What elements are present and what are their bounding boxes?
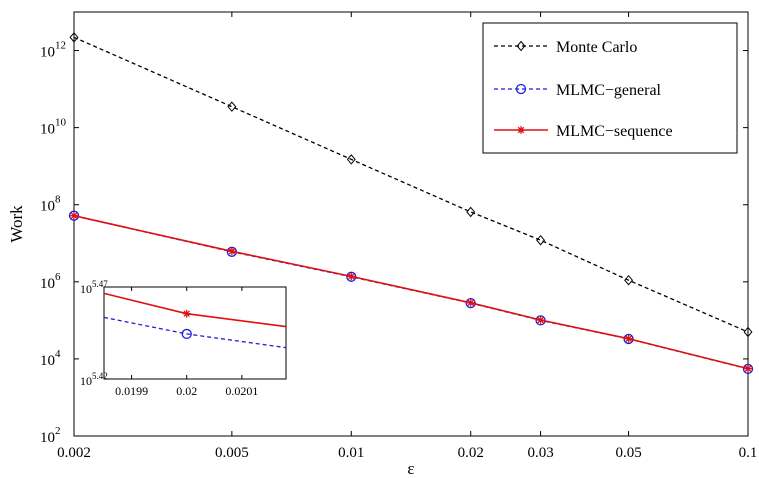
legend-marker [515, 83, 527, 95]
inset-y-tick-label: 105.47 [80, 279, 108, 296]
inset-y-tick-label: 105.42 [80, 371, 108, 388]
x-tick-label: 0.002 [57, 445, 91, 461]
y-tick-label: 106 [40, 271, 61, 292]
data-point-mlmc-sequence [536, 316, 545, 324]
data-point-monte-carlo [743, 326, 753, 338]
data-point-mlmc-sequence [466, 299, 475, 307]
inset-series-mlmc-sequence [103, 292, 287, 328]
data-point-monte-carlo [227, 101, 237, 112]
series-line-monte-carlo [73, 36, 749, 333]
data-point-monte-carlo [346, 154, 356, 165]
data-point-mlmc-general [623, 333, 634, 345]
x-tick-label: 0.005 [215, 445, 249, 461]
legend-marker [517, 126, 525, 134]
inset-x-tick-label: 0.0201 [225, 384, 258, 398]
legend-label: MLMC−general [556, 82, 662, 99]
y-tick-label: 102 [40, 425, 61, 446]
inset-series-line [103, 316, 287, 349]
inset: 0.0199 0.02 0.0201 105.42 105.47 [80, 279, 287, 398]
data-point-mlmc-sequence [624, 334, 633, 343]
x-tick-label: 0.01 [338, 445, 364, 461]
data-point-mlmc-sequence [70, 211, 78, 220]
legend-item-mlmc-sequence: MLMC−sequence [494, 123, 673, 140]
inset-x-tick-label: 0.02 [176, 384, 197, 398]
data-point-mlmc-sequence [228, 247, 236, 256]
inset-plot-area [103, 286, 287, 380]
data-point-mlmc-sequence [347, 272, 356, 281]
y-tick-label: 1012 [40, 40, 66, 61]
y-axis-label: Work [7, 205, 26, 243]
series-monte-carlo [69, 32, 753, 338]
y-tick-label: 104 [40, 348, 61, 369]
series-mlmc-sequence [70, 211, 752, 373]
data-point-monte-carlo [624, 274, 634, 286]
data-point-monte-carlo [536, 234, 546, 246]
legend-item-mlmc-general: MLMC−general [494, 82, 662, 99]
x-tick-label: 0.03 [527, 445, 553, 461]
x-tick-label: 0.05 [615, 445, 641, 461]
x-tick-label: 0.1 [739, 445, 758, 461]
inset-data-point [182, 309, 191, 318]
inset-x-tick-label: 0.0199 [115, 384, 148, 398]
x-tick-label: 0.02 [458, 445, 484, 461]
data-point-mlmc-general [742, 363, 754, 375]
x-axis-label: ε [407, 459, 414, 478]
data-point-mlmc-general [68, 210, 80, 221]
legend: Monte Carlo MLMC−general MLMC−sequence [482, 22, 738, 154]
legend-label: Monte Carlo [556, 39, 637, 56]
data-point-mlmc-sequence [744, 364, 752, 373]
data-point-monte-carlo [466, 206, 476, 218]
legend-item-monte-carlo: Monte Carlo [494, 39, 637, 56]
data-point-monte-carlo [69, 32, 79, 43]
y-tick-label: 1010 [40, 117, 67, 138]
y-tick-label: 108 [40, 194, 61, 215]
legend-label: MLMC−sequence [556, 123, 673, 140]
legend-marker [516, 40, 526, 52]
inset-data-point [181, 328, 192, 340]
inset-series-mlmc-general [103, 316, 287, 349]
